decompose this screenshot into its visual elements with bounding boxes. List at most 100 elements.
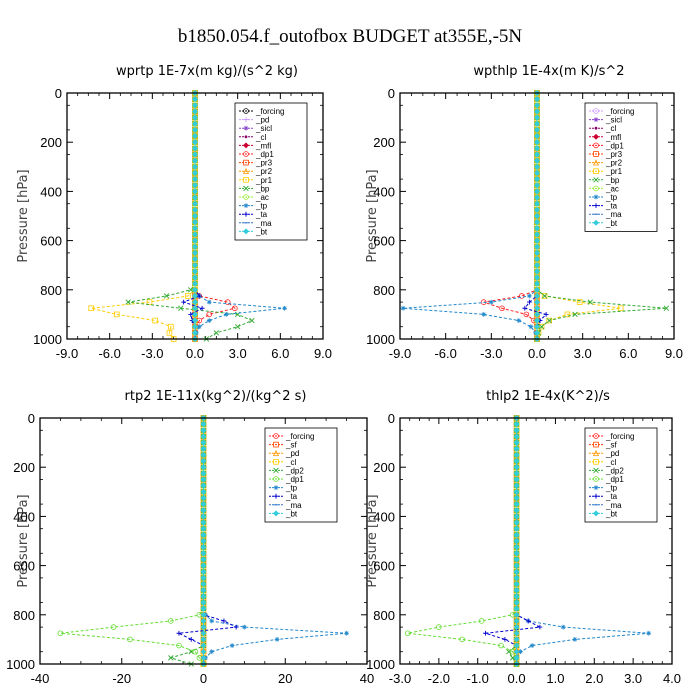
x-tick-label: 4.0	[663, 671, 681, 686]
legend-entry: _cl	[605, 124, 616, 133]
plot-frame	[39, 417, 368, 665]
legend-entry: _pr1	[605, 167, 623, 176]
legend-entry: _pr1	[255, 176, 273, 185]
legend-entry: _ma	[605, 210, 622, 219]
legend-entry: _pr3	[255, 159, 273, 168]
y-tick-label: 400	[373, 184, 395, 199]
legend-entry: _bp	[605, 176, 620, 185]
x-tick-label: -1.0	[467, 671, 489, 686]
legend-entry: _pr2	[255, 167, 273, 176]
legend-entry: _ta	[605, 202, 618, 211]
legend-entry: _ma	[605, 501, 622, 510]
legend-entry: _sf	[605, 441, 617, 450]
panel-2: wpthlp 1E-4x(m K)/s^2 Pressure [hPa] -9.0 -…	[365, 64, 683, 361]
legend-entry: _cl	[255, 133, 266, 142]
legend: _forcing_sf_pd_cl_dp2_dp1_tp_ta_ma_bt	[264, 427, 338, 523]
series-bt	[192, 90, 198, 342]
legend-entry: _bt	[605, 509, 618, 518]
x-tick-label: 3.0	[229, 346, 247, 361]
plot-frame	[399, 417, 673, 665]
legend-box	[264, 427, 338, 523]
y-tick-label: 1000	[33, 332, 62, 347]
panel-3: rtp2 1E-11x(kg^2)/(kg^2 s) Pressure [hPa]…	[6, 389, 374, 686]
x-tick-label: 3.0	[574, 346, 592, 361]
series-bt	[534, 90, 540, 342]
panel-title: rtp2 1E-11x(kg^2)/(kg^2 s)	[125, 389, 307, 404]
legend-entry: _ta	[255, 210, 268, 219]
legend-box	[584, 427, 658, 523]
x-tick-label: 2.0	[585, 671, 603, 686]
y-tick-label: 0	[28, 411, 35, 426]
x-tick-label: 0.0	[186, 346, 204, 361]
legend-entry: _mfl	[255, 141, 271, 150]
legend-entry: _ac	[255, 193, 269, 202]
x-tick-label: -9.0	[389, 346, 411, 361]
legend-entry: _dp1	[605, 475, 624, 484]
legend-entry: _dp2	[285, 466, 304, 475]
panel-4: thlp2 1E-4x(K^2)/s Pressure [hPa] -3.0 -2.0…	[365, 389, 681, 686]
x-tick-label: -2.0	[428, 671, 450, 686]
x-tick-label: 3.0	[624, 671, 642, 686]
y-tick-label: 200	[13, 460, 35, 475]
x-tick-label: -3.0	[141, 346, 163, 361]
legend-entry: _dp2	[605, 466, 624, 475]
y-tick-label: 0	[388, 86, 395, 101]
legend-entry: _forcing	[285, 432, 314, 441]
legend-entry: _dp1	[255, 150, 274, 159]
x-tick-label: 40	[360, 671, 374, 686]
legend-entry: _bt	[255, 227, 268, 236]
legend-entry: _pr2	[605, 159, 623, 168]
legend-entry: _forcing	[255, 107, 284, 116]
y-tick-label: 0	[55, 86, 62, 101]
x-tick-label: 6.0	[619, 346, 637, 361]
legend-entry: _bp	[255, 184, 270, 193]
y-axis-label: Pressure [hPa]	[365, 494, 380, 587]
y-tick-label: 200	[373, 460, 395, 475]
series-bt	[200, 415, 207, 667]
legend: _forcing_sf_pd_cl_dp2_dp1_tp_ta_ma_bt	[584, 427, 658, 523]
y-axis-label: Pressure [hPa]	[365, 169, 380, 262]
series-bt	[513, 415, 520, 667]
legend-entry: _cl	[285, 458, 296, 467]
x-tick-label: -9.0	[56, 346, 78, 361]
legend: _forcing_pd_sicl_cl_mfl_dp1_pr3_pr2_pr1_…	[234, 102, 308, 241]
legend-entry: _cl	[605, 458, 616, 467]
x-tick-label: 9.0	[314, 346, 332, 361]
legend-entry: _ta	[285, 492, 298, 501]
x-tick-label: 20	[278, 671, 292, 686]
x-tick-label: -40	[31, 671, 50, 686]
x-tick-label: 9.0	[665, 346, 683, 361]
legend-entry: _forcing	[605, 432, 634, 441]
legend-entry: _pr3	[605, 150, 623, 159]
legend-box	[584, 102, 658, 232]
y-tick-label: 200	[40, 135, 62, 150]
y-tick-label: 600	[373, 559, 395, 574]
x-tick-label: 1.0	[546, 671, 564, 686]
y-tick-label: 1000	[366, 332, 395, 347]
legend-entry: _mfl	[605, 133, 621, 142]
y-tick-label: 800	[373, 608, 395, 623]
x-tick-label: 6.0	[271, 346, 289, 361]
figure-title: b1850.054.f_outofbox BUDGET at355E,-5N	[178, 26, 523, 47]
x-tick-label: 0.0	[508, 671, 526, 686]
legend-entry: _sicl	[255, 124, 272, 133]
legend-entry: _tp	[285, 484, 298, 493]
panel-title: thlp2 1E-4x(K^2)/s	[486, 389, 610, 404]
panel-1: wprtp 1E-7x(m kg)/(s^2 kg) Pressure [hPa]…	[16, 64, 332, 361]
legend-entry: _bt	[605, 219, 618, 228]
y-tick-label: 0	[388, 411, 395, 426]
y-tick-label: 800	[13, 608, 35, 623]
x-tick-label: -6.0	[98, 346, 120, 361]
plot-frame	[66, 92, 324, 340]
panel-title: wpthlp 1E-4x(m K)/s^2	[473, 64, 624, 79]
y-tick-label: 400	[40, 184, 62, 199]
y-axis-label: Pressure [hPa]	[16, 494, 31, 587]
x-tick-label: -20	[112, 671, 131, 686]
x-tick-label: 0	[200, 671, 207, 686]
y-tick-label: 400	[13, 509, 35, 524]
legend-entry: _sicl	[605, 116, 622, 125]
legend-entry: _tp	[605, 484, 618, 493]
legend-entry: _tp	[255, 202, 268, 211]
